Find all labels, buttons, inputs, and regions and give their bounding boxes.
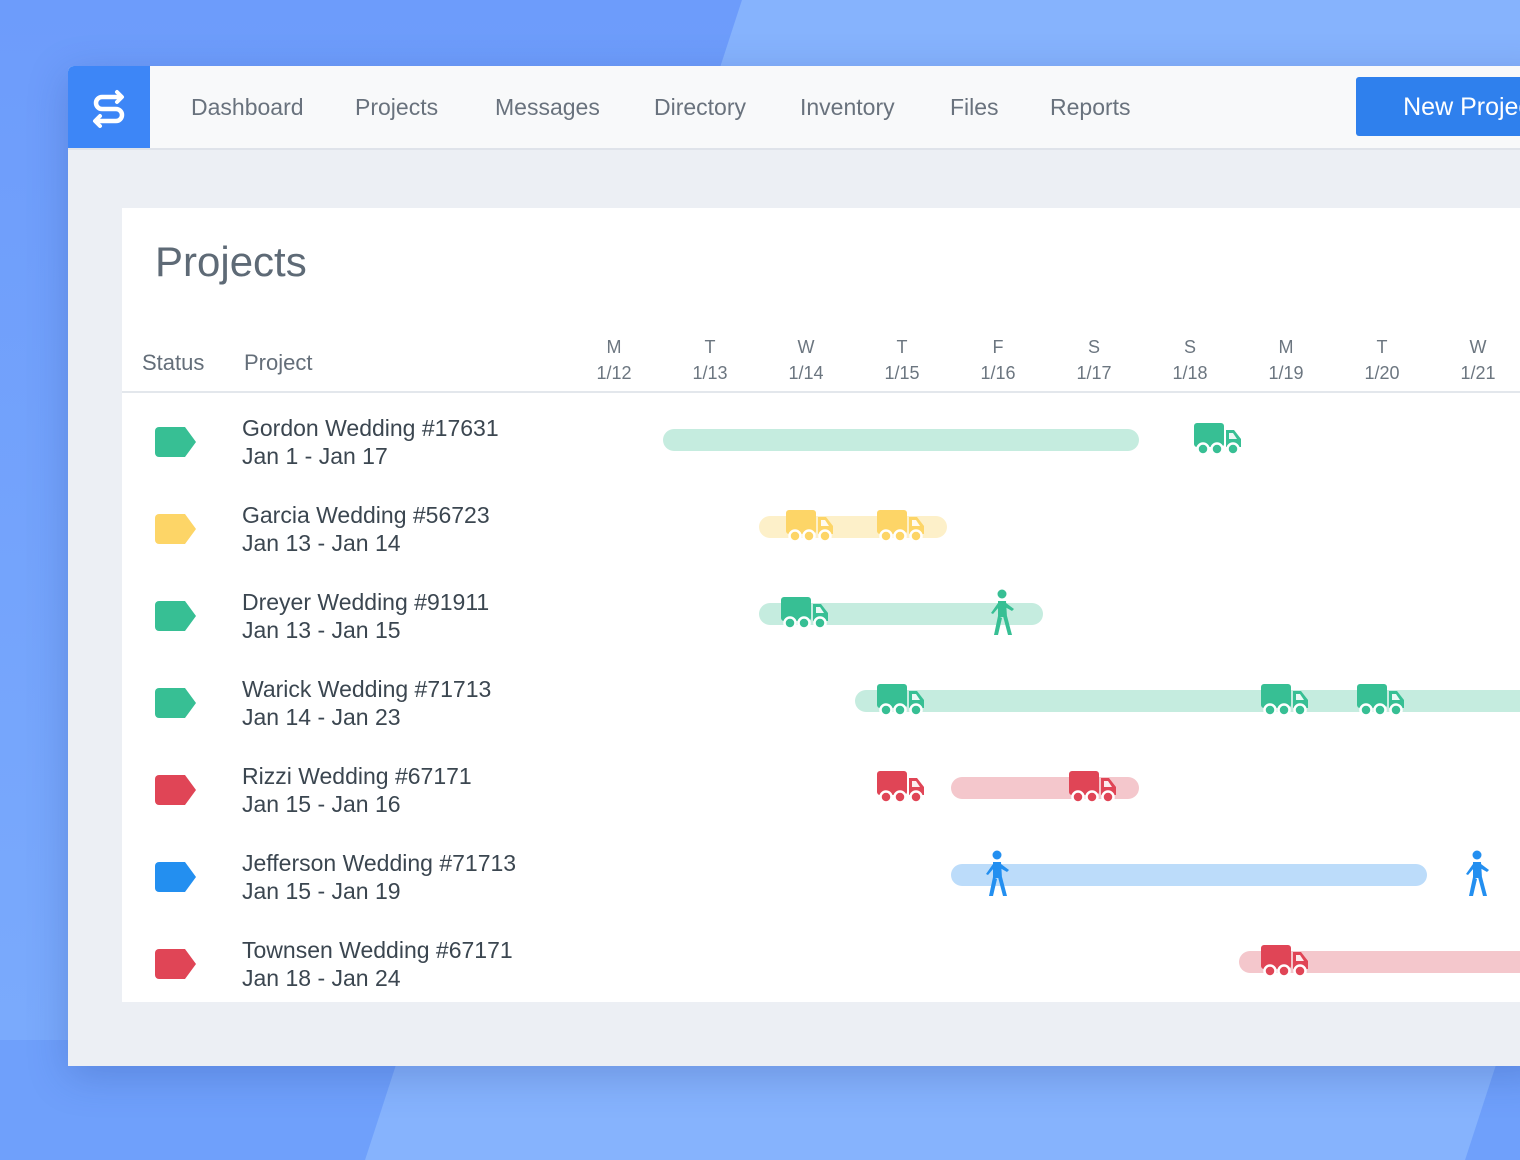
status-tag-icon: [155, 775, 196, 805]
day-date: 1/12: [596, 363, 632, 383]
app-window: Dashboard Projects Messages Directory In…: [68, 66, 1520, 1066]
project-dates: Jan 13 - Jan 15: [242, 617, 401, 643]
day-column-header: M 1/19: [1246, 334, 1326, 386]
truck-icon[interactable]: [876, 508, 926, 549]
table-row[interactable]: Rizzi Wedding #67171 Jan 15 - Jan 16: [122, 744, 1520, 831]
main-nav: Dashboard Projects Messages Directory In…: [68, 66, 1268, 148]
timeline-bar[interactable]: [663, 429, 1139, 451]
person-icon[interactable]: [986, 589, 1018, 642]
day-date: 1/13: [692, 363, 728, 383]
table-row[interactable]: Warick Wedding #71713 Jan 14 - Jan 23: [122, 657, 1520, 744]
day-of-week: W: [1469, 337, 1487, 357]
timeline-bar[interactable]: [1239, 951, 1520, 973]
day-column-header: W 1/21: [1438, 334, 1518, 386]
timeline-bar[interactable]: [951, 864, 1427, 886]
table-row[interactable]: Gordon Wedding #17631 Jan 1 - Jan 17: [122, 396, 1520, 483]
day-date: 1/15: [884, 363, 920, 383]
table-row[interactable]: Dreyer Wedding #91911 Jan 13 - Jan 15: [122, 570, 1520, 657]
day-column-header: S 1/17: [1054, 334, 1134, 386]
day-of-week: S: [1087, 337, 1100, 357]
day-of-week: S: [1183, 337, 1196, 357]
day-date: 1/14: [788, 363, 824, 383]
person-icon[interactable]: [981, 850, 1013, 903]
project-name[interactable]: Garcia Wedding #56723: [242, 502, 490, 528]
day-column-header: M 1/12: [574, 334, 654, 386]
nav-inventory[interactable]: Inventory: [800, 94, 895, 120]
day-column-header: T 1/13: [670, 334, 750, 386]
day-column-header: T 1/20: [1342, 334, 1422, 386]
day-date: 1/17: [1076, 363, 1112, 383]
person-icon[interactable]: [1461, 850, 1493, 903]
status-tag-icon: [155, 514, 196, 544]
project-dates: Jan 15 - Jan 16: [242, 791, 401, 817]
page-title: Projects: [155, 238, 307, 285]
day-of-week: M: [606, 337, 622, 357]
project-name[interactable]: Townsen Wedding #67171: [242, 937, 513, 963]
project-dates: Jan 1 - Jan 17: [242, 443, 388, 469]
day-date: 1/21: [1460, 363, 1496, 383]
nav-directory[interactable]: Directory: [654, 94, 747, 120]
status-tag-icon: [155, 862, 196, 892]
logo-icon: [93, 90, 125, 128]
day-column-header: S 1/18: [1150, 334, 1230, 386]
nav-messages[interactable]: Messages: [495, 94, 600, 120]
day-of-week: F: [992, 337, 1004, 357]
truck-icon[interactable]: [785, 508, 835, 549]
truck-icon[interactable]: [1356, 682, 1406, 723]
project-dates: Jan 18 - Jan 24: [242, 965, 401, 991]
truck-icon[interactable]: [1260, 943, 1310, 984]
day-date: 1/16: [980, 363, 1016, 383]
day-of-week: T: [704, 337, 716, 357]
timeline-bar[interactable]: [759, 603, 1043, 625]
truck-icon[interactable]: [1068, 769, 1118, 810]
status-tag-icon: [155, 949, 196, 979]
project-dates: Jan 13 - Jan 14: [242, 530, 401, 556]
table-row[interactable]: Garcia Wedding #56723 Jan 13 - Jan 14: [122, 483, 1520, 570]
timeline-bar[interactable]: [855, 690, 1520, 712]
project-name[interactable]: Gordon Wedding #17631: [242, 415, 499, 441]
day-of-week: T: [896, 337, 908, 357]
truck-icon[interactable]: [780, 595, 830, 636]
column-header-project: Project: [244, 350, 313, 375]
project-name[interactable]: Warick Wedding #71713: [242, 676, 492, 702]
nav-dashboard[interactable]: Dashboard: [191, 94, 304, 120]
day-of-week: M: [1278, 337, 1294, 357]
truck-icon[interactable]: [1260, 682, 1310, 723]
day-of-week: W: [797, 337, 815, 357]
project-name[interactable]: Rizzi Wedding #67171: [242, 763, 472, 789]
day-date: 1/19: [1268, 363, 1304, 383]
truck-icon[interactable]: [876, 769, 926, 810]
top-navigation-bar: Dashboard Projects Messages Directory In…: [68, 66, 1520, 150]
day-column-header: W 1/14: [766, 334, 846, 386]
day-column-header: F 1/16: [958, 334, 1038, 386]
project-name[interactable]: Dreyer Wedding #91911: [242, 589, 490, 615]
nav-files[interactable]: Files: [950, 94, 999, 120]
table-row[interactable]: Townsen Wedding #67171 Jan 18 - Jan 24: [122, 918, 1520, 1005]
projects-panel: Projects Status Project M 1/12 T 1/13 W 1/14 T…: [122, 208, 1520, 1002]
project-dates: Jan 14 - Jan 23: [242, 704, 401, 730]
status-tag-icon: [155, 601, 196, 631]
truck-icon[interactable]: [1193, 421, 1243, 462]
day-of-week: T: [1376, 337, 1388, 357]
project-dates: Jan 15 - Jan 19: [242, 878, 401, 904]
app-logo[interactable]: [68, 66, 150, 148]
project-name[interactable]: Jefferson Wedding #71713: [242, 850, 517, 876]
truck-icon[interactable]: [876, 682, 926, 723]
day-date: 1/18: [1172, 363, 1208, 383]
column-header-status: Status: [142, 350, 205, 375]
header-divider: [122, 391, 1520, 393]
status-tag-icon: [155, 688, 196, 718]
nav-projects[interactable]: Projects: [355, 94, 439, 120]
nav-reports[interactable]: Reports: [1050, 94, 1131, 120]
day-column-header: T 1/15: [862, 334, 942, 386]
status-tag-icon: [155, 427, 196, 457]
table-row[interactable]: Jefferson Wedding #71713 Jan 15 - Jan 19: [122, 831, 1520, 918]
new-project-button[interactable]: New Project: [1356, 77, 1520, 136]
day-date: 1/20: [1364, 363, 1400, 383]
